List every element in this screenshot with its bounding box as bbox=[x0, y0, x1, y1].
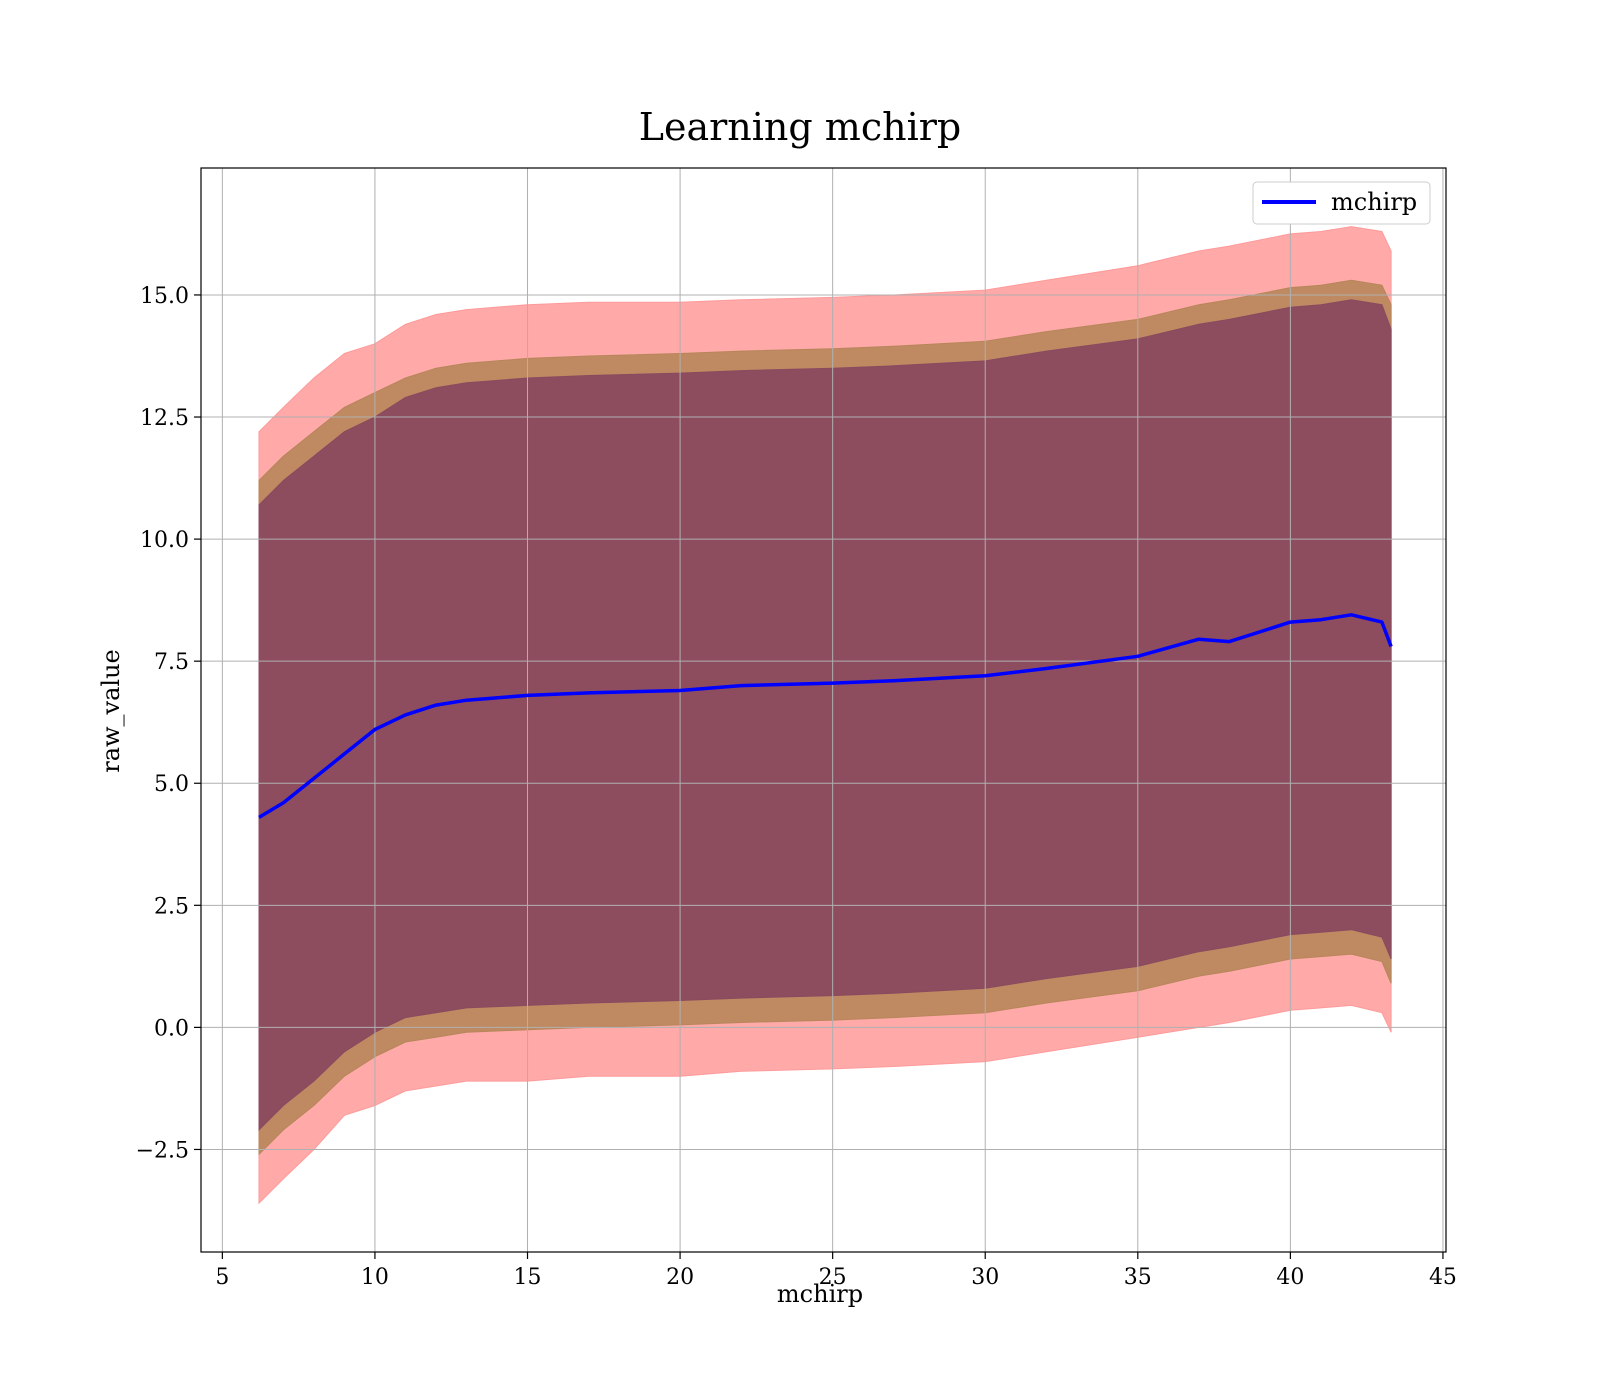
x-tick-label: 20 bbox=[666, 1265, 694, 1290]
chart-title: Learning mchirp bbox=[639, 105, 961, 149]
series-lines bbox=[258, 613, 1393, 819]
y-axis-label: raw_value bbox=[97, 649, 125, 773]
legend-box bbox=[1252, 181, 1431, 225]
legend-label-mchirp: mchirp bbox=[1331, 188, 1417, 216]
x-tick-label: 5 bbox=[215, 1265, 229, 1290]
series-line-mchirp bbox=[258, 613, 1393, 819]
x-axis-ticks: 5 10 15 20 25 30 35 40 45 bbox=[215, 1252, 1457, 1290]
y-tick-label: 5.0 bbox=[154, 772, 189, 797]
y-tick-label: 10.0 bbox=[140, 528, 189, 553]
x-tick-label: 35 bbox=[1124, 1265, 1152, 1290]
x-tick-label: 25 bbox=[819, 1265, 847, 1290]
x-tick-label: 10 bbox=[361, 1265, 389, 1290]
x-axis-label: mchirp bbox=[777, 1280, 863, 1308]
x-tick-label: 30 bbox=[971, 1265, 999, 1290]
y-axis-ticks: −2.5 0.0 2.5 5.0 7.5 10.0 12.5 15.0 bbox=[136, 284, 201, 1163]
plot-area bbox=[200, 167, 1447, 1253]
confidence-bands bbox=[258, 226, 1392, 1205]
y-tick-label: 0.0 bbox=[154, 1016, 189, 1041]
x-tick-label: 40 bbox=[1276, 1265, 1304, 1290]
y-tick-label: 15.0 bbox=[140, 284, 189, 309]
y-tick-label: 2.5 bbox=[154, 894, 189, 919]
legend: mchirp bbox=[1252, 181, 1431, 225]
y-tick-label: 12.5 bbox=[140, 406, 189, 431]
y-tick-label: −2.5 bbox=[136, 1138, 189, 1163]
x-tick-label: 15 bbox=[514, 1265, 542, 1290]
x-tick-label: 45 bbox=[1429, 1265, 1457, 1290]
y-tick-label: 7.5 bbox=[154, 650, 189, 675]
plot-frame bbox=[200, 167, 1447, 1253]
grid-lines bbox=[201, 168, 1446, 1252]
